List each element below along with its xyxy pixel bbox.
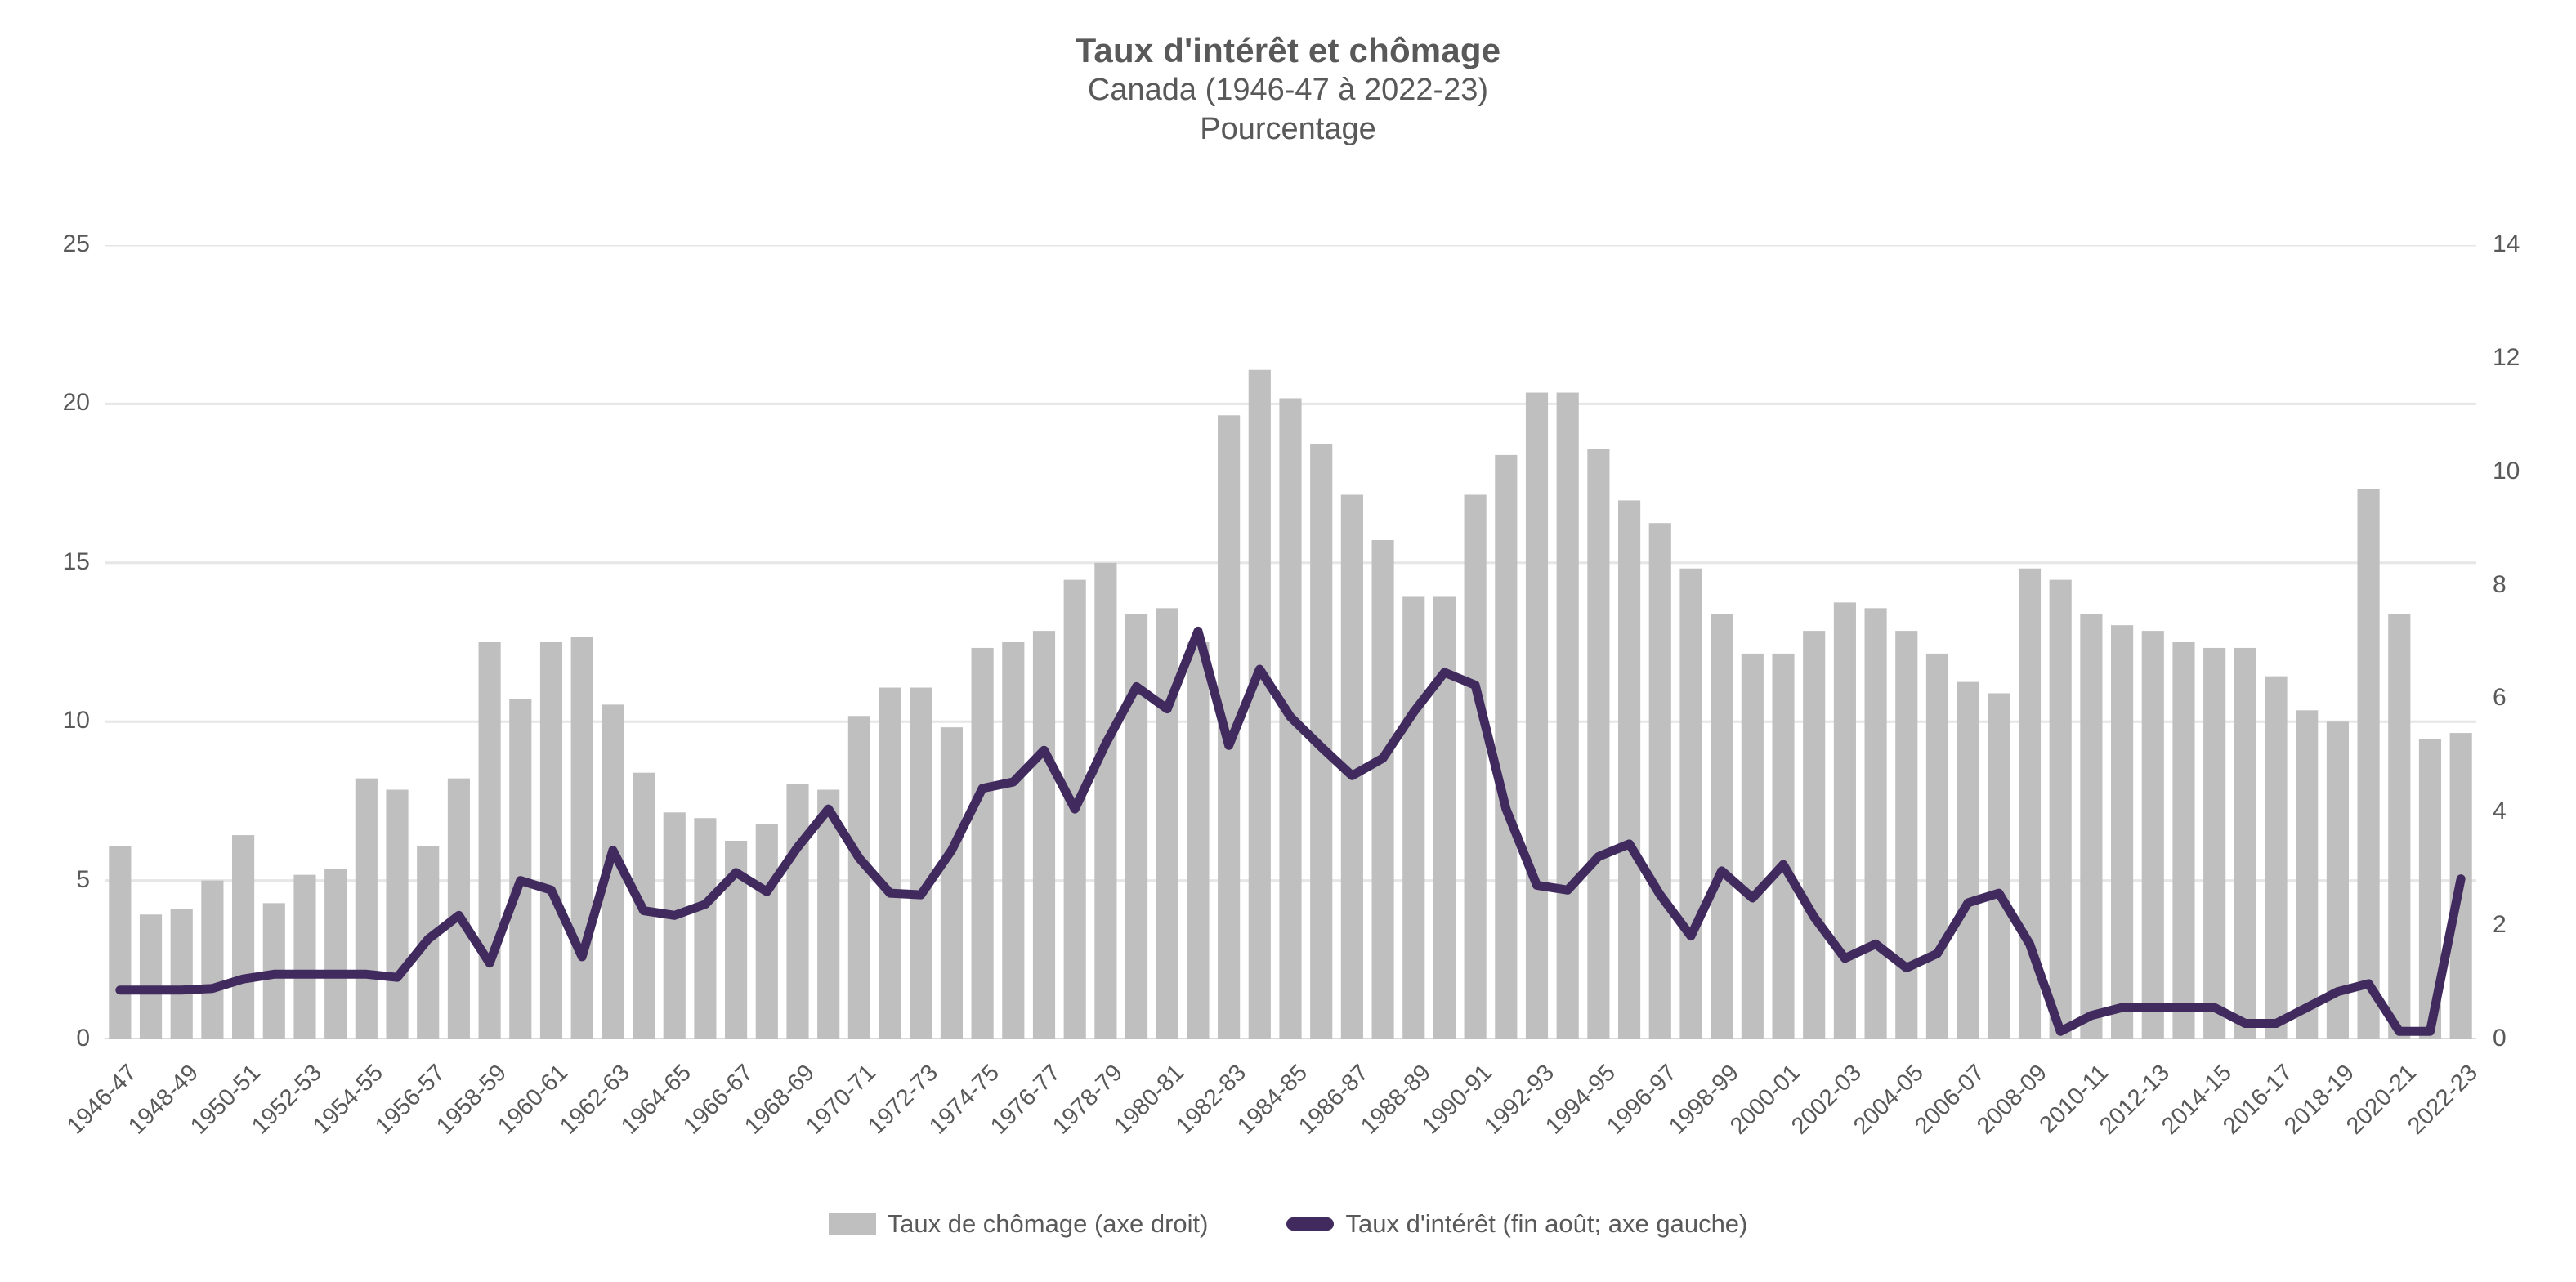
bar [1803,631,1826,1039]
bar [386,789,409,1039]
bar [1957,681,1979,1039]
legend-item-unemployment[interactable]: Taux de chômage (axe droit) [828,1209,1209,1238]
bar [355,778,378,1039]
right-axis-tick-label: 8 [2493,570,2507,598]
left-axis-tick-label: 0 [76,1025,90,1052]
bar [2357,489,2380,1039]
bar [447,778,470,1039]
left-axis-tick-label: 5 [76,865,90,893]
chart-legend: Taux de chômage (axe droit) Taux d'intér… [0,1211,2576,1236]
bar [1741,653,1764,1039]
plot-area [105,245,2476,1039]
bar-series-unemployment [109,369,2472,1039]
chart-header: Taux d'intérêt et chômage Canada (1946-4… [0,29,2576,149]
bar [201,880,224,1039]
bar [910,687,932,1039]
bar [1248,369,1271,1039]
bar [2111,625,2134,1039]
chart-subtitle: Canada (1946-47 à 2022-23) [1087,73,1489,108]
bar [1187,642,1210,1039]
bar [817,789,840,1039]
bar-swatch-icon [828,1212,876,1235]
bar [755,824,778,1039]
bar [324,869,347,1039]
bar [170,909,193,1039]
bar [1772,653,1795,1039]
bar [1402,596,1425,1039]
bar [1988,693,2010,1039]
bar [847,716,870,1039]
left-axis-tick-label: 20 [62,389,90,417]
right-axis-tick-label: 14 [2493,230,2520,257]
bar [109,846,132,1039]
legend-label-unemployment: Taux de chômage (axe droit) [887,1209,1209,1238]
bar [478,642,501,1039]
chart-canvas [105,245,2476,1039]
bar [232,835,255,1039]
bar [1679,568,1702,1039]
bar [1556,392,1579,1039]
bar [2172,642,2195,1039]
bar [509,699,532,1039]
right-axis-tick-label: 12 [2493,343,2520,371]
bar [1032,631,1056,1039]
left-axis-tick-label: 15 [62,547,90,575]
bar [663,812,686,1039]
bar [1864,608,1887,1039]
bar [1525,392,1549,1039]
bar [1433,596,1456,1039]
bar [1125,614,1148,1039]
bar [2141,631,2164,1039]
bar [539,642,563,1039]
bar [2388,614,2411,1039]
bar [1371,540,1394,1039]
right-axis-tick-label: 2 [2493,911,2507,939]
bar [1648,523,1671,1039]
page-title: Taux d'intérêt et chômage [1075,31,1501,69]
bar [139,914,163,1039]
bar [2234,647,2256,1039]
bar [1925,653,1949,1039]
bar [1156,608,1178,1039]
right-axis-tick-label: 4 [2493,797,2507,825]
bar [2296,710,2319,1039]
line-series-interest-rate [115,626,2466,1036]
right-axis-tick-label: 6 [2493,684,2507,712]
left-axis-tick-label: 25 [62,230,90,257]
bar [786,784,809,1039]
line-swatch-icon [1286,1217,1335,1231]
bar [2203,647,2226,1039]
chart-subtitle-units: Pourcentage [1200,111,1376,146]
bar [570,637,593,1039]
bar [694,818,717,1039]
bar [2265,676,2288,1039]
bar [1618,500,1641,1039]
bar [940,727,963,1039]
bar [1895,631,1918,1039]
bar [1495,454,1518,1039]
right-axis-tick-label: 0 [2493,1025,2507,1052]
bar [879,687,901,1039]
left-axis-tick-label: 10 [62,707,90,735]
bar [2049,579,2072,1039]
right-axis-tick-label: 10 [2493,457,2520,485]
bar [1833,602,1856,1039]
bar [1711,614,1733,1039]
bar [1587,449,1610,1039]
bar [971,647,994,1039]
legend-item-interest-rate[interactable]: Taux d'intérêt (fin août; axe gauche) [1286,1211,1747,1236]
bar [1094,562,1117,1039]
bar [2080,614,2103,1039]
bar [293,874,316,1039]
bar [1002,642,1025,1039]
bar [1464,494,1487,1039]
legend-label-interest-rate: Taux d'intérêt (fin août; axe gauche) [1345,1209,1748,1238]
